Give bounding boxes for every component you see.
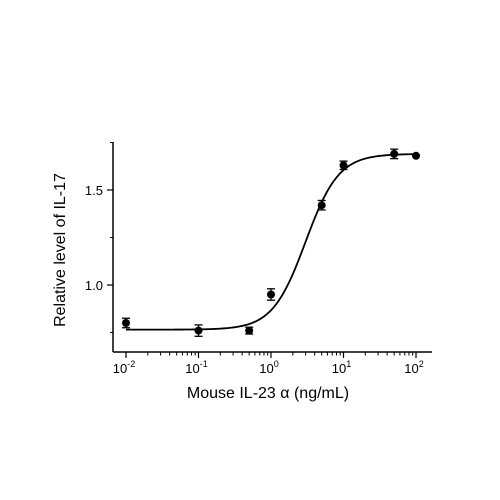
data-point xyxy=(390,149,399,158)
x-tick-label: 100 xyxy=(259,359,278,376)
data-point xyxy=(245,326,254,335)
x-tick-label: 10-2 xyxy=(113,359,135,376)
x-tick-label: 10-1 xyxy=(185,359,207,376)
data-point xyxy=(267,290,275,299)
axes-group xyxy=(112,142,432,353)
data-point xyxy=(412,151,420,160)
fit-curve xyxy=(126,153,417,331)
x-axis-ticks: 10-2 10-1 100 101 102 xyxy=(113,352,424,376)
data-point xyxy=(194,326,203,335)
y-tick-label: 1.5 xyxy=(85,183,103,198)
data-point xyxy=(317,201,326,210)
x-tick-label: 102 xyxy=(404,359,423,376)
y-axis-title: Relative level of IL-17 xyxy=(52,173,69,327)
data-point xyxy=(122,319,130,327)
data-points xyxy=(122,148,420,337)
x-tick-label: 101 xyxy=(332,359,351,376)
data-point xyxy=(339,161,348,170)
y-axis-ticks: 1.0 1.5 xyxy=(85,142,113,333)
x-axis-title: Mouse IL-23 α (ng/mL) xyxy=(187,385,349,402)
y-tick-label: 1.0 xyxy=(85,278,103,293)
